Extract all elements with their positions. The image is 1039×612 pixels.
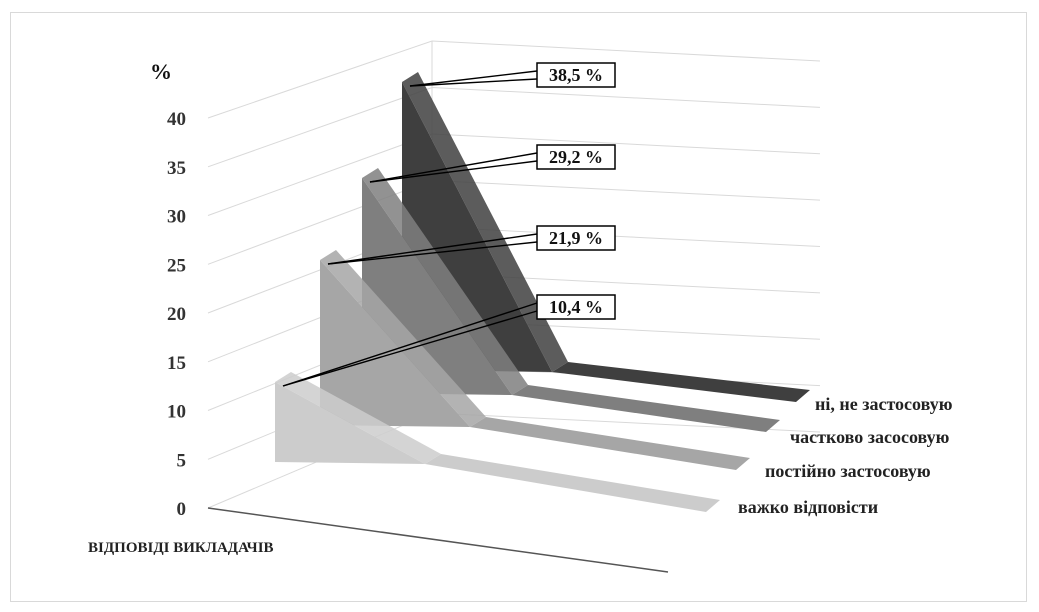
series-group [275, 72, 810, 512]
series-label: частково засосовую [790, 427, 950, 447]
data-label: 10,4 % [549, 297, 603, 317]
gridline [207, 86, 821, 168]
data-label: 29,2 % [549, 147, 603, 167]
series-area-tail [512, 385, 780, 432]
series-area-facet [320, 250, 486, 427]
callout-box [536, 144, 616, 170]
y-tick-label: 0 [177, 499, 187, 520]
gridline [207, 133, 821, 216]
data-label: 21,9 % [549, 228, 603, 248]
y-tick-label: 5 [177, 450, 187, 471]
series-area-face [320, 260, 470, 427]
callout-leader [369, 160, 538, 183]
callout-box [536, 225, 616, 251]
callout-leader [282, 302, 538, 387]
y-tick-label: 35 [167, 158, 186, 179]
series-label: постійно застосовую [765, 461, 931, 481]
y-axis-ticks: 0 5 10 15 20 25 30 35 40 [167, 109, 186, 520]
callout-box [536, 62, 616, 88]
callout-leader [327, 241, 538, 265]
callout-leader [409, 78, 538, 87]
y-tick-label: 15 [167, 353, 186, 374]
y-axis-unit: % [150, 59, 172, 84]
series-area-face [275, 382, 425, 464]
series-area-facet [275, 372, 441, 464]
series-labels: важко відповісти постійно застосовую частк… [738, 394, 953, 517]
data-labels: 10,4 % 21,9 % 29,2 % 38,5 % [282, 62, 616, 387]
callout-leader [282, 310, 538, 387]
series-label: важко відповісти [738, 497, 878, 517]
callout-leader [369, 152, 538, 183]
callout-leader [409, 70, 538, 87]
series-area-tail [552, 362, 810, 402]
series-area-tail [425, 454, 720, 512]
series-area-facet [362, 168, 528, 395]
series-area [275, 372, 720, 512]
callout-box [536, 294, 616, 320]
series-area-facet [402, 72, 568, 372]
series-label: ні, не застосовую [815, 394, 953, 414]
y-tick-label: 20 [167, 304, 186, 325]
y-tick-label: 10 [167, 402, 186, 423]
gridline [207, 179, 821, 265]
series-area-tail [470, 417, 750, 470]
data-label: 38,5 % [549, 65, 603, 85]
y-tick-label: 30 [167, 207, 186, 228]
series-area [320, 250, 750, 470]
x-axis-label: ВІДПОВІДІ ВИКЛАДАЧІВ [88, 540, 274, 556]
callout-leader [327, 233, 538, 265]
y-tick-label: 25 [167, 255, 186, 276]
y-tick-label: 40 [167, 109, 186, 130]
gridline [207, 40, 821, 119]
x-axis-line [207, 507, 669, 573]
